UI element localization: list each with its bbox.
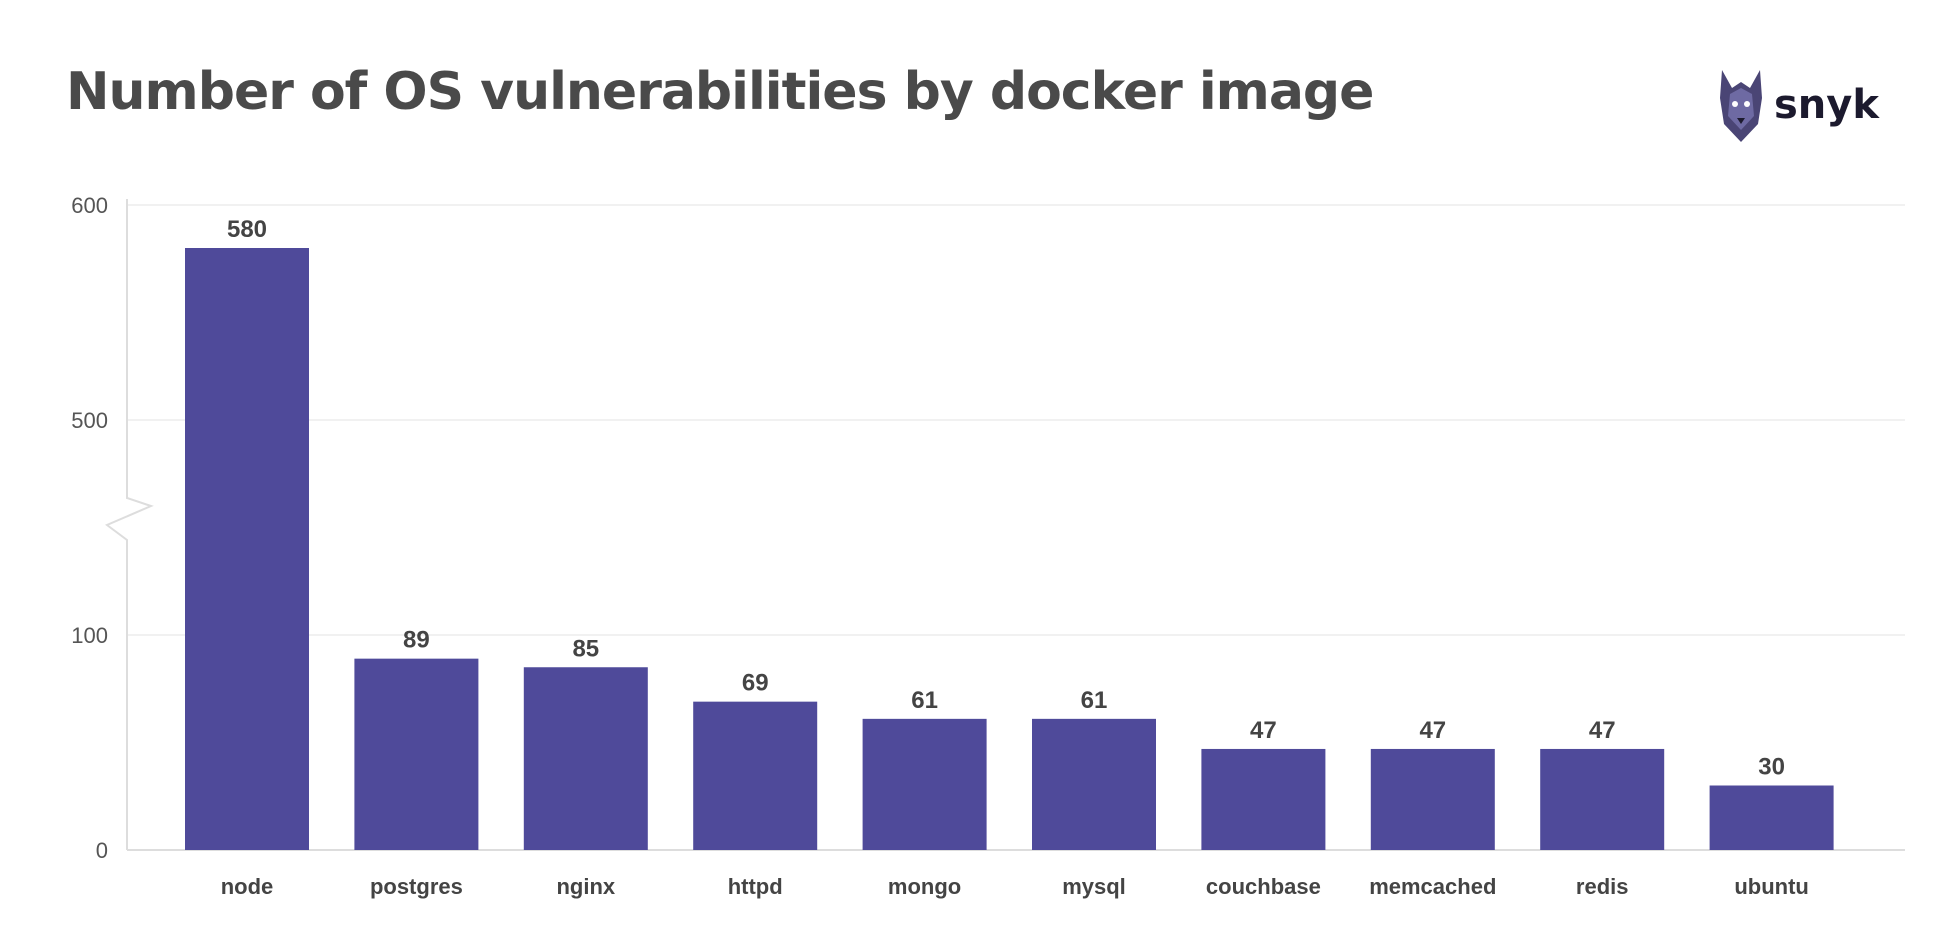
data-label-couchbase: 47 xyxy=(1250,717,1277,744)
x-tick-label-redis: redis xyxy=(1576,874,1629,899)
y-tick-label-600: 600 xyxy=(71,193,108,218)
y-tick-label-0: 0 xyxy=(96,838,108,863)
chart-title: Number of OS vulnerabilities by docker i… xyxy=(66,62,1374,122)
y-tick-label-100: 100 xyxy=(71,623,108,648)
grid-layer xyxy=(127,204,1905,636)
x-tick-label-httpd: httpd xyxy=(728,874,783,899)
labels-layer: 580 node 89 postgres 85 nginx 69 httpd 61 mongo 61… xyxy=(221,216,1809,899)
data-label-mysql: 61 xyxy=(1081,687,1108,714)
x-tick-label-mysql: mysql xyxy=(1062,874,1126,899)
bar-mongo xyxy=(862,718,987,850)
x-tick-label-couchbase: couchbase xyxy=(1206,874,1321,899)
x-tick-label-memcached: memcached xyxy=(1369,874,1496,899)
x-tick-label-postgres: postgres xyxy=(370,874,463,899)
bar-httpd xyxy=(693,701,818,850)
data-label-httpd: 69 xyxy=(742,670,769,697)
x-tick-label-node: node xyxy=(221,874,274,899)
bars-layer xyxy=(185,248,1834,850)
bar-nginx xyxy=(523,667,648,850)
data-label-postgres: 89 xyxy=(403,627,430,654)
bar-couchbase xyxy=(1201,748,1326,850)
bar-mysql xyxy=(1032,718,1156,850)
data-label-mongo: 61 xyxy=(911,687,938,714)
x-tick-label-ubuntu: ubuntu xyxy=(1734,874,1809,899)
y-axis-line xyxy=(105,199,154,850)
x-tick-label-mongo: mongo xyxy=(888,874,961,899)
x-tick-label-nginx: nginx xyxy=(556,874,615,899)
snyk-logo: snyk xyxy=(1712,66,1892,150)
data-label-memcached: 47 xyxy=(1419,717,1446,744)
bar-memcached xyxy=(1370,748,1495,850)
bar-node xyxy=(185,248,309,850)
data-label-ubuntu: 30 xyxy=(1758,754,1785,781)
bar-redis xyxy=(1540,748,1665,850)
data-label-nginx: 85 xyxy=(572,635,599,662)
data-label-node: 580 xyxy=(227,216,267,243)
data-label-redis: 47 xyxy=(1589,717,1616,744)
bar-postgres xyxy=(354,658,479,850)
logo-text: snyk xyxy=(1774,82,1879,128)
y-tick-label-500: 500 xyxy=(71,408,108,433)
bar-ubuntu xyxy=(1709,785,1834,850)
snyk-dog-icon xyxy=(1720,70,1762,142)
